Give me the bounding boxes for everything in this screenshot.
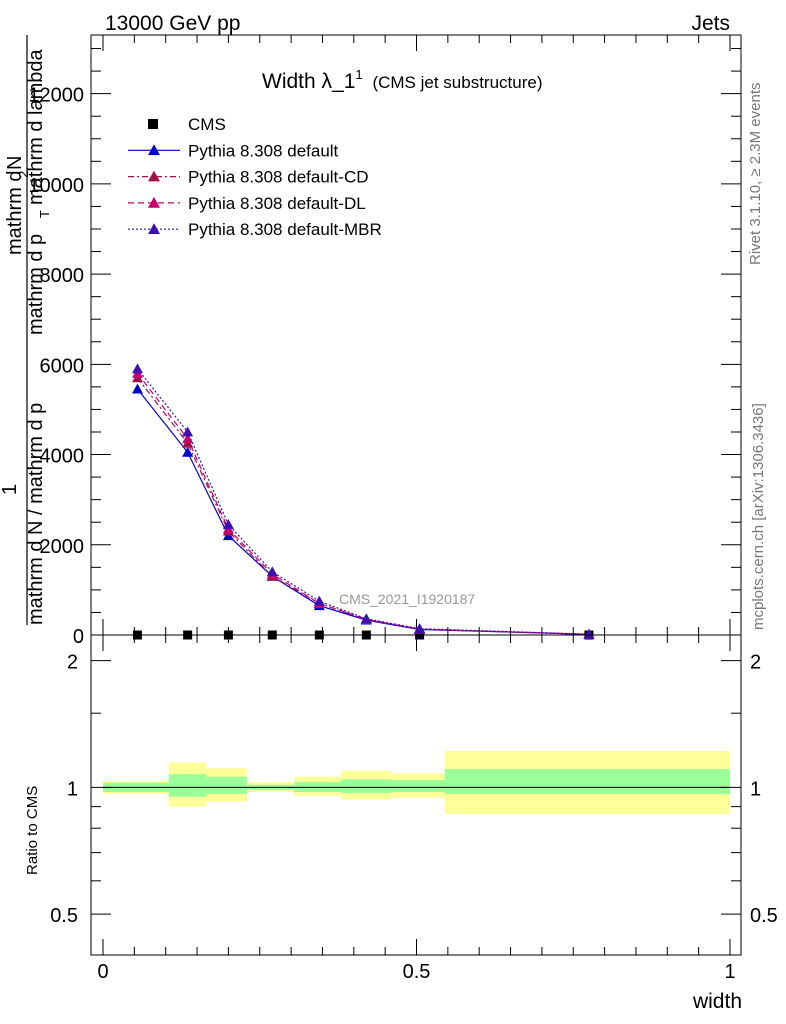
ratio-band-green [168,774,207,797]
legend-label: CMS [188,115,226,134]
ratio-panel: 0.5 0.5 1 1 2 2 [50,634,778,956]
legend-marker [148,223,160,234]
y-tick-label: 2000 [40,536,85,558]
ratio-band-green [444,769,730,794]
chart-title-superscript: 1 [355,67,362,82]
series-line-2 [137,377,589,635]
ratio-axes: 0.5 0.5 1 1 2 2 [50,635,778,955]
series-line-4 [137,368,589,635]
ylabel-denominator-subscript: T [37,210,52,218]
ylabel-denominator-mathrm-dp: mathrm d p [25,234,47,335]
legend-label: Pythia 8.308 default-DL [188,194,366,213]
x-tick-label: 1 [724,961,735,983]
ratio-ylabel: Ratio to CMS [24,786,41,875]
data-point-series-4 [131,363,143,374]
ylabel-numerator-superscript: 2 [16,171,31,178]
y-tick-label: 8000 [40,265,85,287]
legend-marker-cms [148,119,158,129]
rivet-label: Rivet 3.1.10, ≥ 2.3M events [747,83,764,266]
ylabel-numerator-mathrm: mathrm d [4,171,26,255]
y-tick-label: 4000 [40,446,85,468]
main-panel: 0 2000 4000 6000 8000 10000 12000 [28,34,742,648]
data-point-series-4 [360,613,372,624]
y-tick-label: 12000 [28,85,84,107]
main-axes: 0 2000 4000 6000 8000 10000 12000 [28,35,741,648]
mcplots-label: mcplots.cern.ch [arXiv:1306.3436] [750,403,767,630]
ratio-tick-label-right: 1 [750,778,761,800]
ratio-band-green [206,776,248,794]
legend-marker [148,170,160,182]
data-point-series-4 [583,628,595,639]
ylabel-numerator-n: N [4,156,26,170]
legend-label: Pythia 8.308 default-MBR [188,220,382,239]
chart-title-main: Width λ_1 [262,70,355,93]
y-tick-label: 0 [73,626,84,648]
ratio-tick-label: 2 [67,652,78,674]
data-point-series-4 [182,426,194,437]
x-tick-label: 0 [97,961,108,983]
analysis-label: CMS_2021_I1920187 [339,591,475,607]
legend-marker [148,196,160,208]
x-axis-label: width [692,990,742,1013]
legend-label: Pythia 8.308 default [188,141,339,160]
chart-title: Width λ_11 (CMS jet substructure) [262,61,543,93]
data-point-series-4 [266,566,278,577]
data-point-series-1 [131,383,143,394]
ylabel-denominator-lambda: mathrm d lambda [25,49,47,205]
y-tick-label: 10000 [28,175,84,197]
data-point-series-1 [182,446,194,457]
ratio-band-green [391,780,445,793]
data-point-series-4 [414,623,426,634]
legend: CMS Pythia 8.308 default Pythia 8.308 defa… [128,115,382,239]
ratio-band-green [341,779,392,793]
header-right: Jets [691,12,730,35]
data-point-series-4 [313,595,325,606]
ratio-frame [90,634,742,956]
ratio-tick-label: 0.5 [50,905,78,927]
main-ylabel: 1 mathrm d 2 N mathrm d N / mathrm d p m… [0,35,52,625]
ylabel-denominator-left: mathrm d N / mathrm d p [25,403,47,625]
ratio-bands [103,750,730,814]
legend-marker [148,144,160,156]
chart-subtitle: (CMS jet substructure) [372,73,542,92]
ratio-tick-label: 1 [67,778,78,800]
data-point-series-4 [222,518,234,529]
ylabel-one: 1 [0,484,21,495]
legend-label: Pythia 8.308 default-CD [188,168,369,187]
data-point-series-3 [182,433,194,444]
y-tick-label: 6000 [40,355,85,377]
ratio-tick-label-right: 0.5 [750,905,778,927]
ratio-tick-label-right: 2 [750,652,761,674]
header-left: 13000 GeV pp [105,12,240,35]
x-tick-label: 0.5 [403,961,431,983]
x-tick-labels: 0 0.5 1 [97,961,735,983]
main-series [137,368,589,635]
